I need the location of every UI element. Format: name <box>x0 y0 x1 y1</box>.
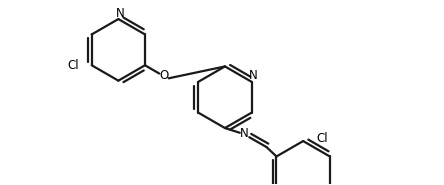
Text: Cl: Cl <box>67 59 79 72</box>
Text: N: N <box>240 127 248 140</box>
Text: N: N <box>249 69 257 82</box>
Text: N: N <box>116 7 124 20</box>
Text: O: O <box>159 69 169 82</box>
Text: Cl: Cl <box>316 132 328 145</box>
